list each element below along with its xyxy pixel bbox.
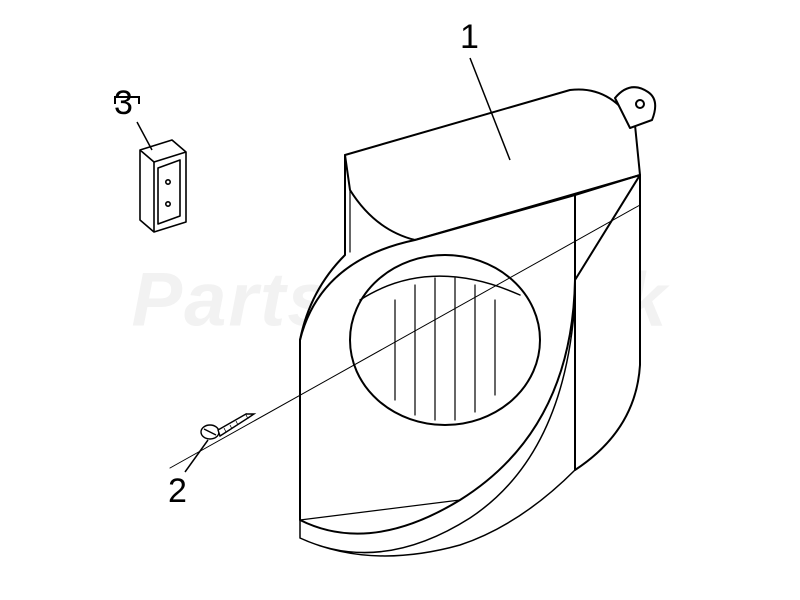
callout-label-3: 3 (114, 84, 133, 123)
callout-label-2: 2 (168, 472, 187, 511)
part-3-clip (140, 140, 186, 232)
callout-label-1: 1 (460, 18, 479, 57)
leader-2 (185, 440, 208, 472)
diagram-stage: PartsRepublik (0, 0, 800, 600)
leader-3 (137, 122, 152, 150)
part-2-screw (201, 414, 254, 439)
part-1-housing (170, 87, 655, 556)
